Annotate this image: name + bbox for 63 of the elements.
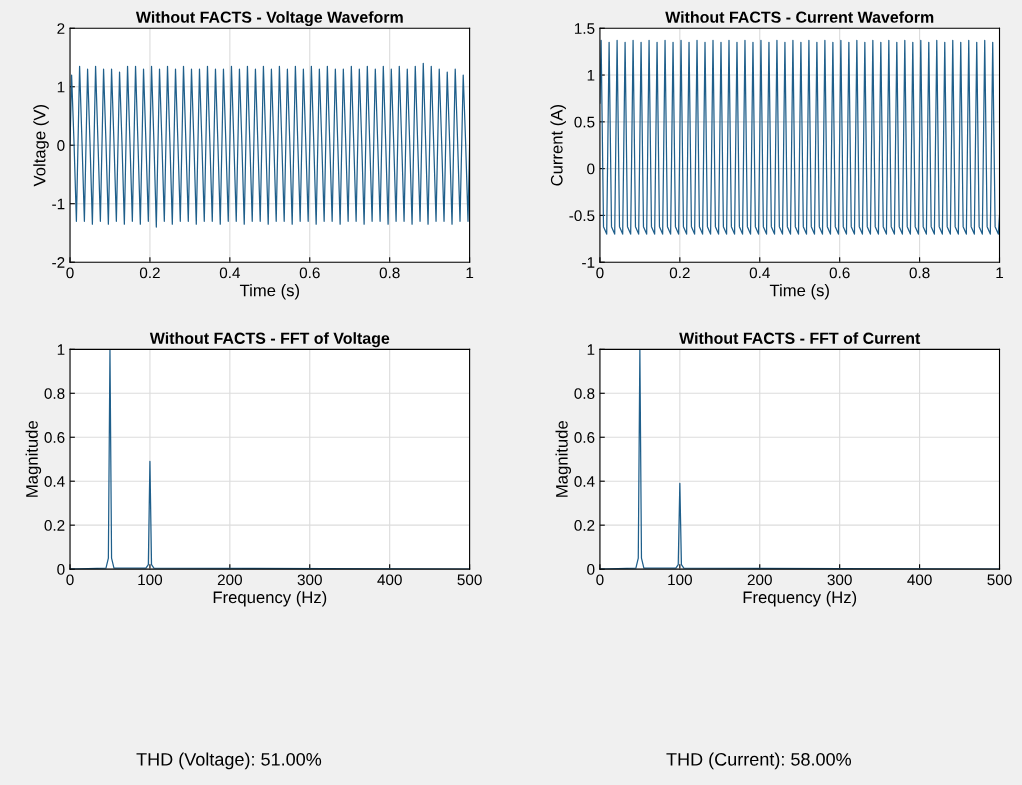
x-axis-title: Frequency (Hz) [213,591,327,607]
y-tick-label: 1.5 [574,23,595,34]
x-tick-label: 300 [827,574,852,586]
y-tick-label: 0 [57,140,65,151]
y-tick-label: -1 [582,257,595,268]
y-tick-label: 0.2 [574,520,595,531]
x-tick-label: 500 [987,574,1012,586]
y-tick-label: 0.4 [574,476,595,487]
y-tick-label: 1 [587,344,595,355]
x-tick-label: 0 [66,574,74,586]
y-tick-label: 0.4 [44,476,65,487]
x-tick-label: 0.4 [749,267,770,279]
x-tick-label: 100 [668,574,692,586]
y-axis-title: Magnitude [555,421,572,497]
y-tick-label: 2 [57,23,65,34]
y-tick-label: -0.5 [569,210,595,222]
x-tick-label: 1 [996,267,1004,279]
y-tick-label: -2 [52,257,65,268]
text: THD (Current): 58.00% [666,752,852,770]
x-tick-label: 200 [747,574,772,586]
y-tick-label: 0 [587,563,595,575]
x-tick-label: 300 [297,574,322,586]
y-tick-label: 0 [57,563,65,575]
y-tick-label: 1 [57,344,65,355]
x-tick-label: 0.2 [669,267,690,279]
x-axis-title: Time (s) [769,284,829,300]
chart-title: Without FACTS - Current Waveform [665,11,934,23]
x-axis-title: Frequency (Hz) [743,591,857,607]
y-tick-label: 1 [57,81,65,93]
y-axis-title: Voltage (V) [33,105,49,187]
y-axis-title: Current (A) [550,105,566,186]
x-tick-label: 0.6 [829,267,850,279]
x-tick-label: 0 [596,574,604,586]
y-tick-label: 1 [587,70,595,81]
chart-title: Without FACTS - FFT of Voltage [149,332,390,348]
x-tick-label: 0.6 [299,267,320,279]
x-tick-label: 100 [138,574,163,586]
x-tick-label: 400 [907,574,932,586]
y-tick-label: 0 [587,163,595,175]
x-tick-label: 500 [457,574,482,586]
line-series [599,39,1000,235]
x-tick-label: 0 [596,267,604,279]
x-tick-label: 400 [377,574,402,586]
x-tick-label: 0.8 [909,267,930,279]
y-tick-label: 0.8 [44,388,65,399]
y-tick-label: 0.6 [574,432,595,443]
x-tick-label: 0 [66,267,74,279]
y-tick-label: 0.8 [574,388,595,399]
x-tick-label: 200 [217,574,242,586]
x-axis-title: Time (s) [239,284,300,300]
x-tick-label: 1 [466,267,474,279]
y-tick-label: 0.6 [44,432,65,443]
y-tick-label: -1 [52,198,65,210]
line-series [70,62,470,228]
y-tick-label: 0.5 [574,116,595,128]
y-axis-title: Magnitude [25,421,42,497]
chart-title: Without FACTS - Voltage Waveform [135,11,403,27]
text: THD (Voltage): 51.00% [136,752,322,770]
x-tick-label: 0.2 [139,267,160,279]
y-tick-label: 0.2 [44,520,65,531]
chart-title: Without FACTS - FFT of Current [679,332,921,344]
x-tick-label: 0.8 [379,267,400,279]
x-tick-label: 0.4 [219,267,241,279]
